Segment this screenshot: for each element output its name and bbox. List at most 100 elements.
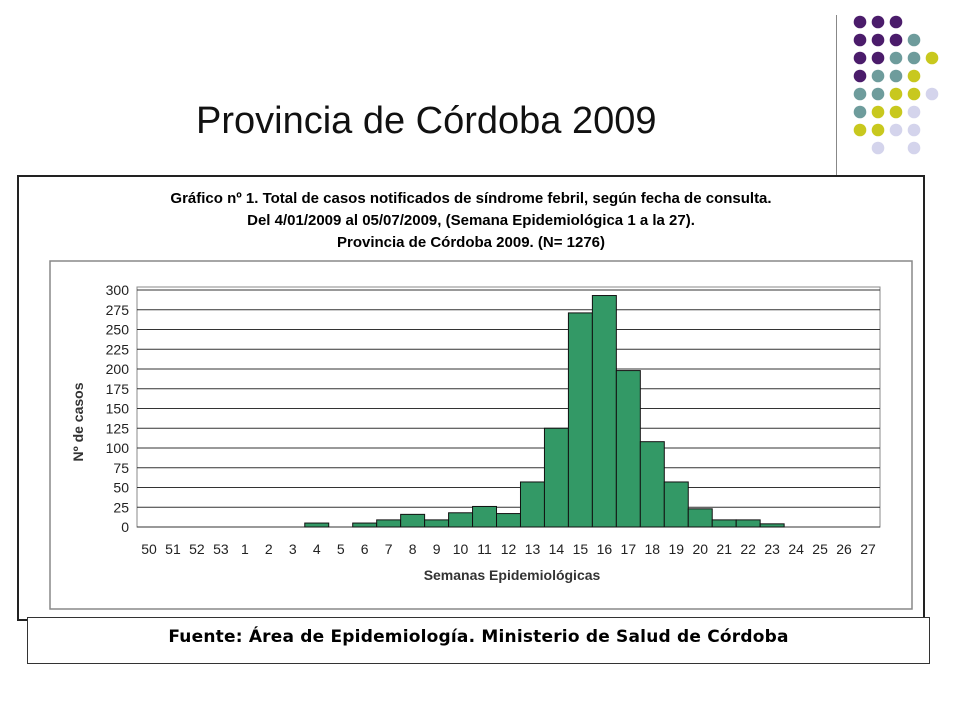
x-tick-label: 26 [836, 541, 852, 557]
x-tick-label: 12 [501, 541, 517, 557]
x-axis-label: Semanas Epidemiológicas [424, 567, 601, 583]
bar [687, 508, 713, 528]
bar [472, 505, 498, 528]
bar [400, 513, 426, 528]
x-tick-label: 10 [453, 541, 469, 557]
bar [663, 481, 689, 528]
chart-title-line-2: Del 4/01/2009 al 05/07/2009, (Semana Epi… [247, 212, 695, 229]
decorative-dot [889, 105, 903, 119]
decorative-dot [907, 123, 921, 137]
x-tick-label: 17 [621, 541, 637, 557]
slide-title: Provincia de Córdoba 2009 [196, 100, 657, 142]
chart-frame: Gráfico nº 1. Total de casos notificados… [17, 175, 925, 621]
y-tick-label: 50 [113, 480, 129, 496]
decorative-dot [907, 105, 921, 119]
bar [591, 295, 617, 528]
decorative-dot [871, 51, 885, 65]
y-tick-label: 0 [121, 519, 129, 535]
divider-line [836, 15, 837, 175]
bar [759, 523, 785, 528]
y-tick-label: 25 [113, 499, 129, 515]
x-tick-label: 16 [597, 541, 613, 557]
x-tick-label: 4 [313, 541, 321, 557]
x-tick-label: 23 [764, 541, 780, 557]
decorative-dot [871, 141, 885, 155]
decorative-dot [853, 105, 867, 119]
x-tick-label: 6 [361, 541, 369, 557]
x-tick-label: 20 [692, 541, 708, 557]
x-tick-label: 11 [477, 541, 492, 557]
bar [376, 519, 402, 528]
decorative-dot [907, 87, 921, 101]
decorative-dot [889, 15, 903, 29]
bar [448, 512, 474, 528]
bar-chart: Gráfico nº 1. Total de casos notificados… [49, 190, 913, 610]
y-tick-label: 100 [106, 440, 130, 456]
decorative-dot [925, 51, 939, 65]
bar [352, 522, 378, 528]
decorative-dot [871, 105, 885, 119]
decorative-dot [853, 33, 867, 47]
x-tick-label: 18 [645, 541, 661, 557]
y-tick-label: 275 [106, 302, 130, 318]
decorative-dot [907, 141, 921, 155]
y-tick-label: 150 [106, 401, 130, 417]
x-tick-label: 50 [141, 541, 157, 557]
y-tick-label: 300 [106, 282, 130, 298]
bar [711, 519, 737, 528]
decorative-dot [907, 69, 921, 83]
decorative-dot [889, 33, 903, 47]
decorative-dot [853, 123, 867, 137]
x-tick-label: 53 [213, 541, 229, 557]
decorative-dot [871, 87, 885, 101]
decorative-dot [871, 15, 885, 29]
bar [567, 312, 593, 528]
bar [519, 481, 545, 528]
x-tick-label: 3 [289, 541, 297, 557]
y-tick-label: 75 [113, 460, 129, 476]
decorative-dot [853, 87, 867, 101]
decorative-dot [871, 33, 885, 47]
bar [639, 441, 665, 528]
bar [424, 519, 450, 528]
y-tick-label: 250 [106, 322, 130, 338]
x-tick-label: 27 [860, 541, 876, 557]
x-tick-label: 51 [165, 541, 181, 557]
bar [304, 522, 330, 528]
x-tick-label: 13 [525, 541, 541, 557]
decorative-dot [853, 69, 867, 83]
decorative-dot [853, 51, 867, 65]
x-tick-label: 25 [812, 541, 828, 557]
x-tick-label: 8 [409, 541, 417, 557]
chart-title-line-3: Provincia de Córdoba 2009. (N= 1276) [337, 234, 605, 251]
chart-title-line-1: Gráfico nº 1. Total de casos notificados… [170, 190, 771, 207]
decorative-dot [889, 87, 903, 101]
decorative-dot [889, 51, 903, 65]
y-tick-label: 200 [106, 361, 130, 377]
x-tick-label: 9 [433, 541, 441, 557]
y-tick-label: 125 [106, 420, 130, 436]
x-tick-label: 24 [788, 541, 804, 557]
source-caption: Fuente: Área de Epidemiología. Ministeri… [27, 617, 930, 664]
x-tick-label: 14 [549, 541, 565, 557]
decorative-dot [925, 87, 939, 101]
decorative-dot [871, 69, 885, 83]
bar [496, 513, 521, 528]
decorative-dots [853, 15, 939, 155]
x-tick-label: 21 [716, 541, 732, 557]
x-tick-label: 7 [385, 541, 393, 557]
y-tick-label: 225 [106, 341, 130, 357]
x-tick-label: 5 [337, 541, 345, 557]
x-tick-label: 2 [265, 541, 273, 557]
y-axis-label: Nº de casos [70, 382, 86, 461]
decorative-dot [889, 69, 903, 83]
x-tick-label: 22 [740, 541, 756, 557]
bar [543, 427, 569, 528]
x-tick-label: 19 [668, 541, 684, 557]
decorative-dot [853, 15, 867, 29]
decorative-dot [907, 33, 921, 47]
bar [735, 519, 761, 528]
decorative-dot [907, 51, 921, 65]
x-tick-label: 15 [573, 541, 589, 557]
decorative-dot [889, 123, 903, 137]
